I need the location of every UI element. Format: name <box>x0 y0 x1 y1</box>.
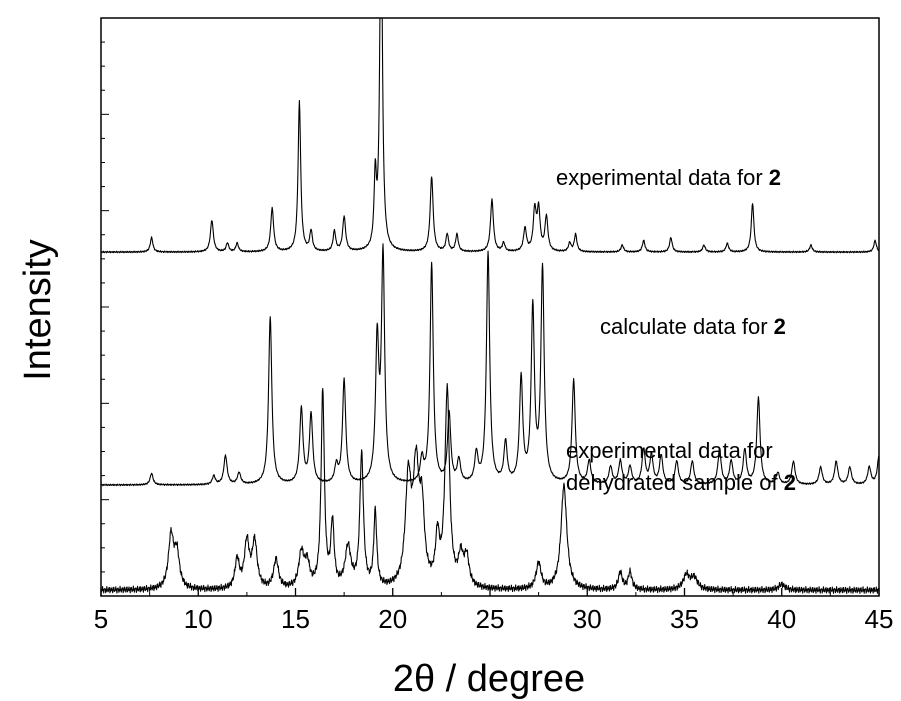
annotation-text: dehydrated sample of <box>566 470 778 495</box>
x-tick-label: 20 <box>378 604 407 634</box>
x-tick-label: 10 <box>184 604 213 634</box>
pattern-line-3 <box>100 383 880 594</box>
pattern-series <box>100 17 880 594</box>
compound-number: 2 <box>774 314 786 339</box>
annotation-experimental-2: experimental data for 2 <box>556 165 781 190</box>
x-tick-label: 30 <box>573 604 602 634</box>
annotation-text: calculate data for <box>600 314 768 339</box>
annotation-text: experimental data for <box>556 165 763 190</box>
x-tick-label: 25 <box>476 604 505 634</box>
compound-number: 2 <box>784 470 796 495</box>
pattern-line-2 <box>100 243 880 487</box>
x-tick-label: 35 <box>670 604 699 634</box>
x-axis-label: 2θ / degree <box>393 658 585 700</box>
y-axis-ticks <box>101 17 109 597</box>
x-tick-label: 40 <box>767 604 796 634</box>
annotation-dehydrated-line1: experimental data for <box>566 438 773 463</box>
x-axis-ticks: 5 10 15 20 25 30 35 40 45 <box>94 588 894 634</box>
y-axis-label: Intensity <box>17 239 59 381</box>
x-tick-label: 45 <box>865 604 894 634</box>
pattern-line-1 <box>100 17 880 254</box>
compound-number: 2 <box>769 165 781 190</box>
plot-border <box>100 17 880 597</box>
annotation-dehydrated-line2: dehydrated sample of 2 <box>566 470 796 495</box>
x-tick-label: 15 <box>281 604 310 634</box>
annotation-calculated-2: calculate data for 2 <box>600 314 786 339</box>
plot-frame <box>100 17 880 597</box>
x-tick-label: 5 <box>94 604 108 634</box>
